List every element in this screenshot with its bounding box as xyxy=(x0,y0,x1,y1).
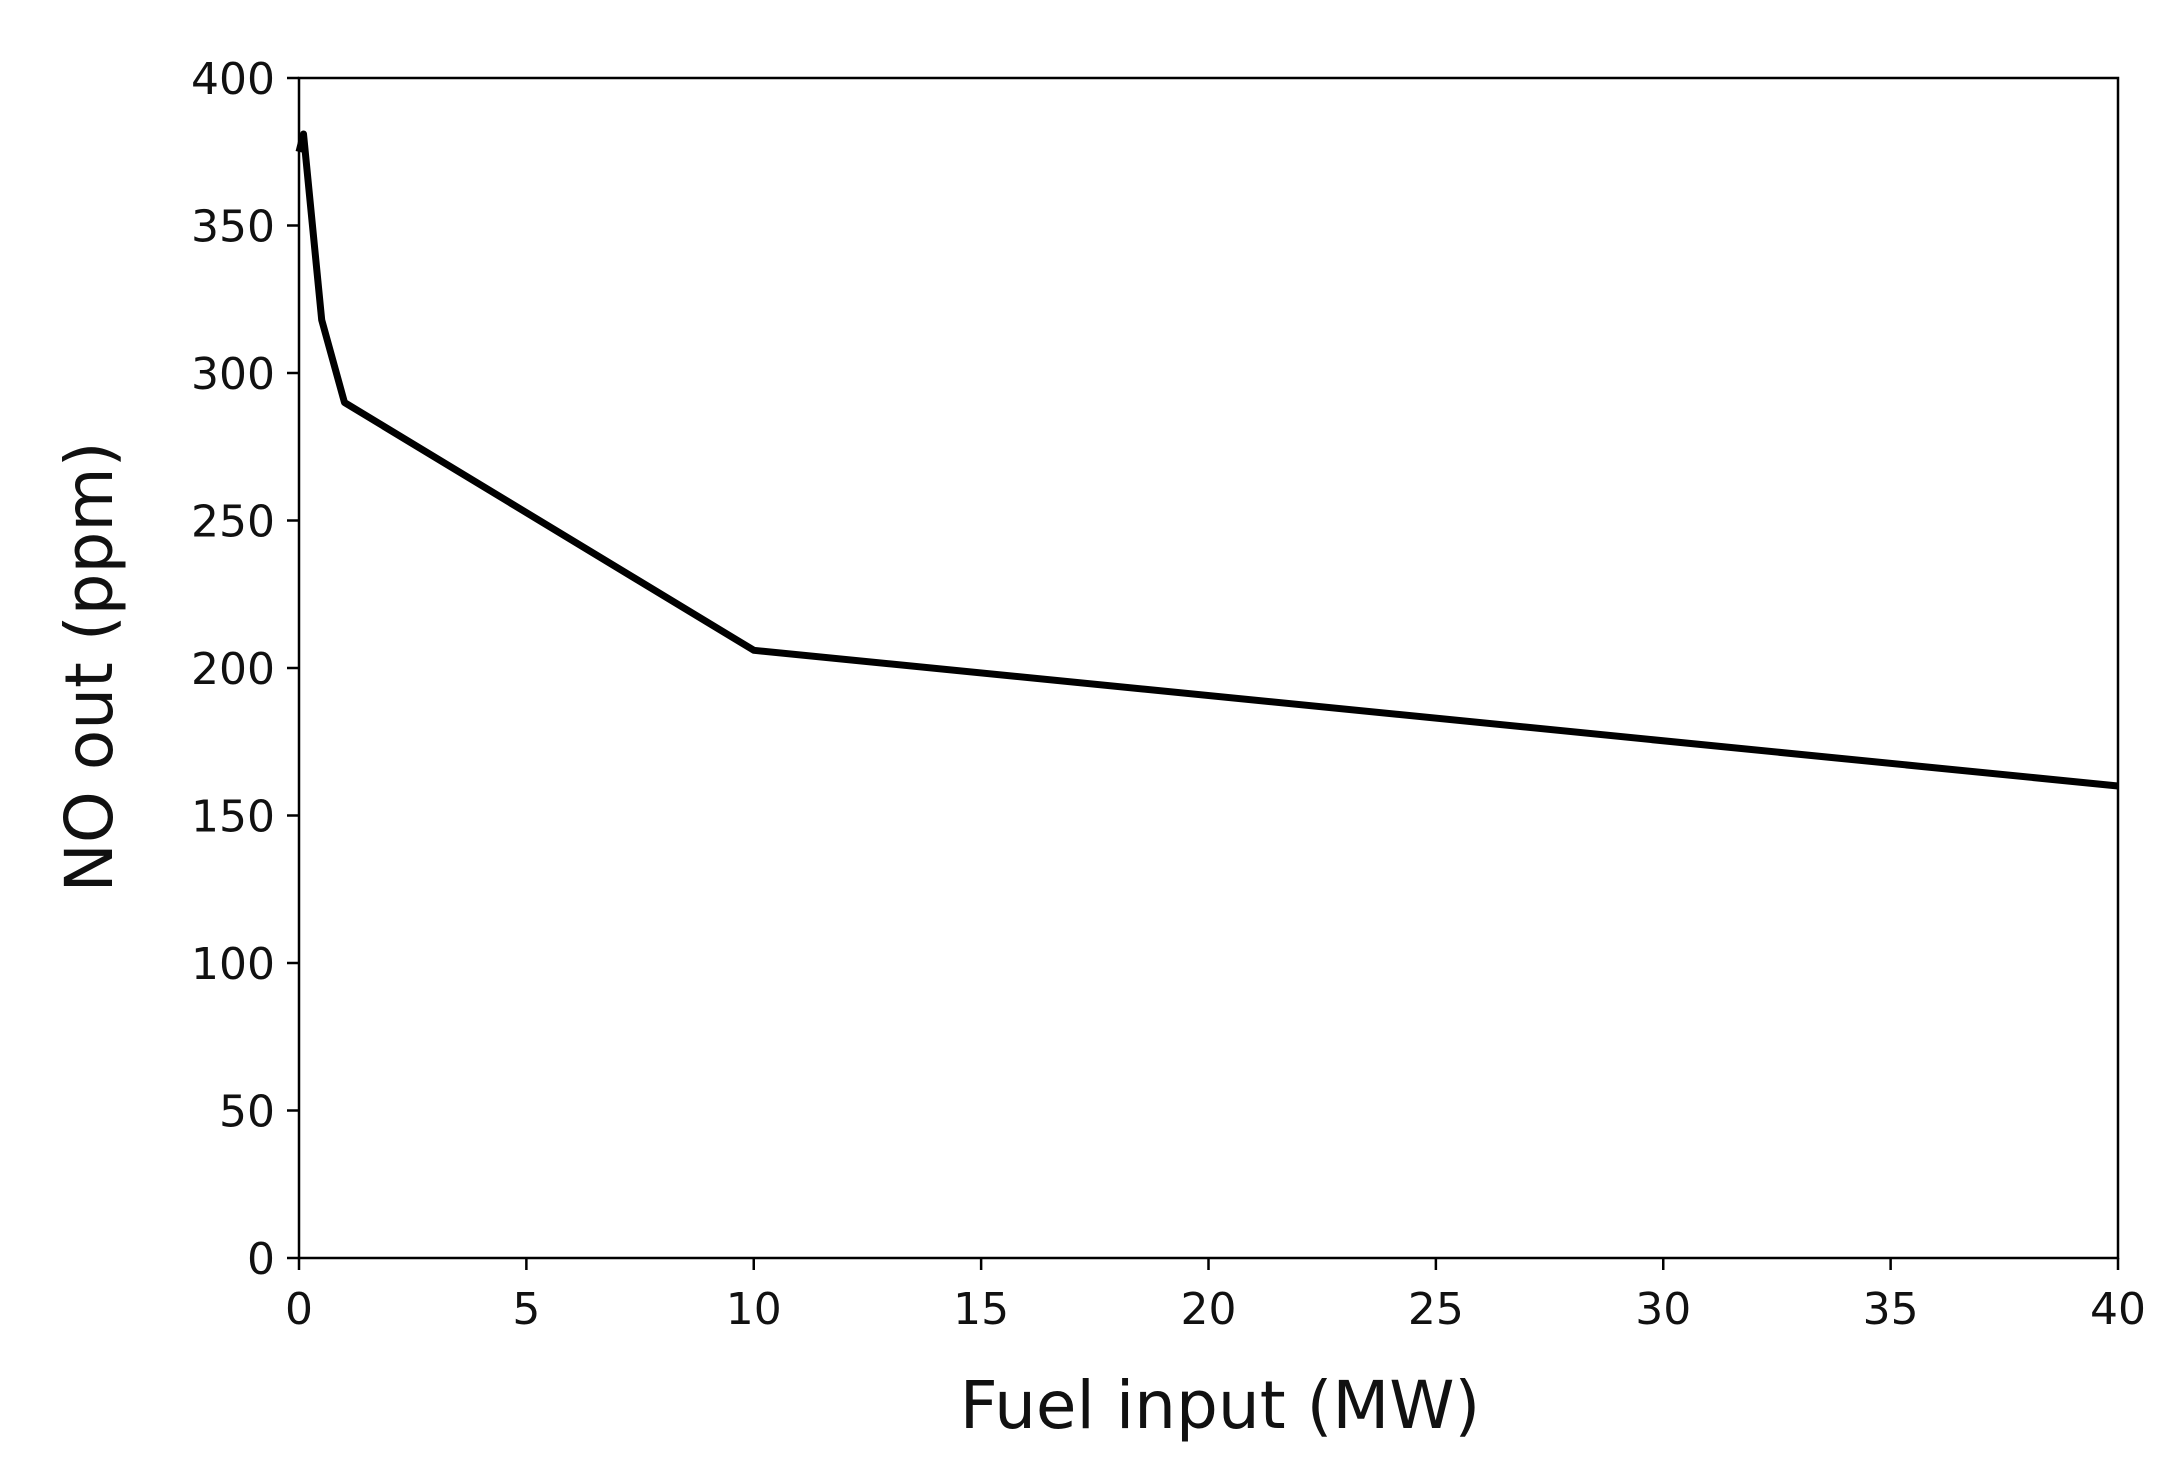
x-tick-label: 35 xyxy=(1863,1284,1919,1335)
y-tick-label: 350 xyxy=(191,202,275,253)
series-layer xyxy=(295,130,2119,790)
x-axis-title: Fuel input (MW) xyxy=(960,1367,1481,1444)
plot-area xyxy=(297,76,2120,1260)
y-tick-label: 150 xyxy=(191,792,275,843)
series-line xyxy=(295,130,2119,790)
x-tick-label: 10 xyxy=(726,1284,782,1335)
x-tick-label: 20 xyxy=(1181,1284,1237,1335)
y-tick-label: 100 xyxy=(191,939,275,990)
x-tick-label: 0 xyxy=(285,1284,313,1335)
x-tick-label: 5 xyxy=(512,1284,540,1335)
x-tick-label: 15 xyxy=(953,1284,1009,1335)
y-tick-label: 300 xyxy=(191,349,275,400)
y-axis-title: NO out (ppm) xyxy=(51,442,128,893)
y-axis-ticks: 0 50 100 150 200 250 300 350 400 xyxy=(191,54,299,1285)
x-tick-label: 25 xyxy=(1408,1284,1464,1335)
y-tick-label: 50 xyxy=(219,1087,275,1138)
y-tick-label: 0 xyxy=(247,1234,275,1285)
x-tick-label: 40 xyxy=(2090,1284,2146,1335)
x-axis-ticks: 0 5 10 15 20 25 30 35 40 xyxy=(285,1258,2146,1335)
x-tick-label: 30 xyxy=(1635,1284,1691,1335)
y-tick-label: 200 xyxy=(191,644,275,695)
y-tick-label: 250 xyxy=(191,497,275,548)
y-tick-label: 400 xyxy=(191,54,275,105)
plot-frame xyxy=(297,76,2120,1260)
